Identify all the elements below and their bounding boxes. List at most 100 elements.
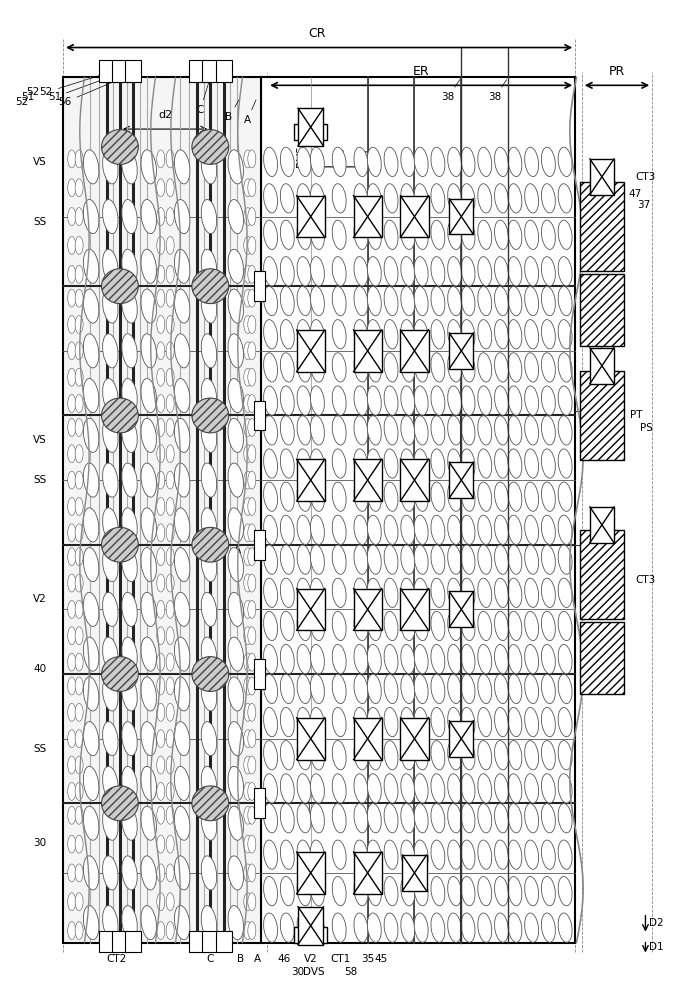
Ellipse shape	[280, 257, 294, 286]
Ellipse shape	[354, 257, 368, 286]
Ellipse shape	[332, 257, 346, 286]
Ellipse shape	[157, 368, 165, 386]
Ellipse shape	[354, 184, 368, 213]
Ellipse shape	[68, 179, 76, 197]
Bar	[99, 60, 115, 82]
Ellipse shape	[558, 545, 572, 574]
Ellipse shape	[508, 257, 522, 286]
Ellipse shape	[263, 674, 277, 704]
Ellipse shape	[248, 208, 256, 226]
Text: 30: 30	[33, 838, 47, 848]
Ellipse shape	[367, 353, 381, 382]
Ellipse shape	[478, 741, 492, 770]
Ellipse shape	[248, 498, 256, 515]
Ellipse shape	[248, 445, 256, 463]
Ellipse shape	[310, 147, 325, 177]
Ellipse shape	[384, 449, 398, 478]
Ellipse shape	[508, 804, 522, 833]
Ellipse shape	[367, 220, 381, 249]
Ellipse shape	[280, 482, 294, 511]
Ellipse shape	[248, 677, 256, 695]
Ellipse shape	[367, 184, 381, 213]
Ellipse shape	[448, 545, 462, 574]
Bar	[580, 622, 624, 694]
Ellipse shape	[448, 386, 462, 415]
Ellipse shape	[332, 416, 346, 445]
Ellipse shape	[84, 289, 99, 323]
Ellipse shape	[431, 578, 445, 607]
Ellipse shape	[228, 766, 244, 800]
Ellipse shape	[166, 150, 174, 168]
Ellipse shape	[524, 545, 539, 574]
Text: C: C	[207, 954, 214, 964]
Ellipse shape	[478, 515, 492, 544]
Ellipse shape	[174, 508, 190, 542]
Ellipse shape	[431, 913, 445, 942]
Ellipse shape	[297, 184, 311, 213]
Ellipse shape	[524, 644, 539, 674]
Ellipse shape	[122, 379, 137, 413]
Ellipse shape	[558, 386, 572, 415]
Bar	[580, 530, 624, 619]
Ellipse shape	[310, 611, 325, 641]
Ellipse shape	[495, 286, 508, 316]
Ellipse shape	[280, 416, 294, 445]
Ellipse shape	[524, 286, 539, 316]
Bar	[189, 931, 205, 952]
Ellipse shape	[448, 353, 462, 382]
Ellipse shape	[201, 856, 217, 890]
Ellipse shape	[263, 353, 277, 382]
Ellipse shape	[201, 508, 217, 542]
Text: 47: 47	[628, 189, 642, 199]
Text: VS: VS	[32, 435, 47, 445]
Ellipse shape	[367, 707, 381, 737]
Ellipse shape	[448, 578, 462, 607]
Ellipse shape	[244, 806, 252, 824]
Ellipse shape	[310, 741, 325, 770]
Ellipse shape	[541, 674, 556, 704]
Ellipse shape	[495, 578, 508, 607]
Ellipse shape	[297, 674, 311, 704]
Ellipse shape	[244, 524, 252, 542]
Ellipse shape	[384, 320, 398, 349]
Ellipse shape	[280, 220, 294, 249]
Ellipse shape	[524, 774, 539, 803]
Text: CT3: CT3	[635, 172, 655, 182]
Ellipse shape	[310, 515, 325, 544]
Ellipse shape	[524, 320, 539, 349]
Ellipse shape	[310, 220, 325, 249]
Ellipse shape	[524, 353, 539, 382]
Ellipse shape	[228, 592, 244, 626]
Bar	[297, 459, 325, 501]
Ellipse shape	[508, 877, 522, 906]
Ellipse shape	[297, 220, 311, 249]
Ellipse shape	[431, 353, 445, 382]
Ellipse shape	[431, 774, 445, 803]
Ellipse shape	[310, 644, 325, 674]
Ellipse shape	[297, 416, 311, 445]
Ellipse shape	[201, 722, 217, 756]
Bar	[215, 931, 232, 952]
Ellipse shape	[401, 184, 414, 213]
Ellipse shape	[448, 286, 462, 316]
Ellipse shape	[263, 320, 277, 349]
Ellipse shape	[68, 782, 76, 800]
Ellipse shape	[174, 806, 190, 840]
Ellipse shape	[68, 368, 76, 386]
Ellipse shape	[244, 782, 252, 800]
Ellipse shape	[248, 574, 256, 592]
Ellipse shape	[461, 320, 475, 349]
Ellipse shape	[248, 368, 256, 386]
Ellipse shape	[103, 722, 118, 756]
Ellipse shape	[166, 395, 174, 412]
Ellipse shape	[508, 644, 522, 674]
Ellipse shape	[495, 147, 508, 177]
Bar	[450, 591, 473, 627]
Ellipse shape	[354, 449, 368, 478]
Ellipse shape	[495, 184, 508, 213]
Ellipse shape	[166, 208, 174, 226]
Ellipse shape	[280, 320, 294, 349]
Ellipse shape	[166, 179, 174, 197]
Ellipse shape	[541, 286, 556, 316]
Ellipse shape	[68, 524, 76, 542]
